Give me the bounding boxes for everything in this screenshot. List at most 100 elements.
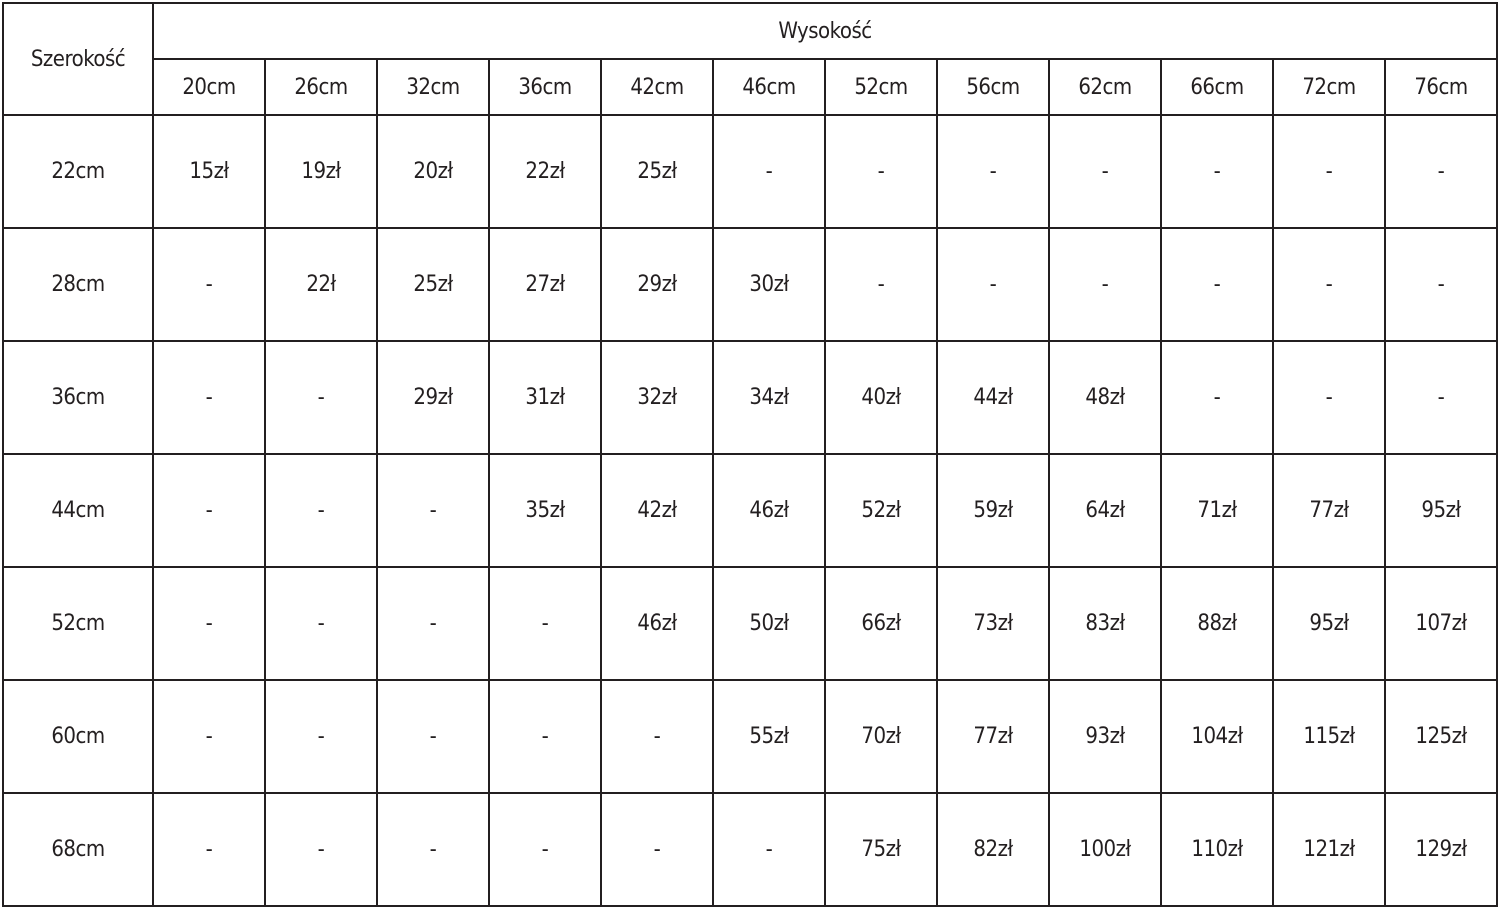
price-cell: 25zł [600,114,714,229]
column-header: 42cm [600,58,714,116]
price-cell: 107zł [1384,566,1498,681]
column-header: 72cm [1272,58,1386,116]
price-cell: 55zł [712,679,826,794]
column-header: 62cm [1048,58,1162,116]
price-cell: - [152,566,266,681]
price-cell: 104zł [1160,679,1274,794]
price-cell: - [712,792,826,907]
price-cell: - [1160,114,1274,229]
price-cell: 44zł [936,340,1050,455]
column-header: 36cm [488,58,602,116]
price-cell: 15zł [152,114,266,229]
price-cell: 64zł [1048,453,1162,568]
price-cell: 35zł [488,453,602,568]
price-cell: - [1160,227,1274,342]
price-cell: - [376,792,490,907]
price-cell: 29zł [376,340,490,455]
row-header: 22cm [2,114,154,229]
table-row: 22cm 15zł 19zł 20zł 22zł 25zł - - - - - - - [2,114,1498,229]
column-header: 66cm [1160,58,1274,116]
row-header-title: Szerokość [2,2,154,116]
price-cell: 32zł [600,340,714,455]
column-header: 56cm [936,58,1050,116]
price-cell: 75zł [824,792,938,907]
price-cell: - [376,679,490,794]
price-cell: 110zł [1160,792,1274,907]
price-cell: - [1272,114,1386,229]
price-cell: - [600,679,714,794]
price-cell: - [600,792,714,907]
price-cell: 34zł [712,340,826,455]
table-row: 60cm - - - - -55zł 70zł 77zł 93zł 104zł 115zł 125zł [2,679,1498,794]
price-cell: - [488,679,602,794]
price-cell: - [376,566,490,681]
table-row: 44cm - - -35zł 42zł 46zł 52zł 59zł 64zł 71zł 77zł 9… [2,453,1498,568]
table-row: 28cm -22ł 25zł 27zł 29zł 30zł - - - - - - [2,227,1498,342]
price-cell: 27zł [488,227,602,342]
price-cell: 125zł [1384,679,1498,794]
row-header: 52cm [2,566,154,681]
price-cell: - [1160,340,1274,455]
price-cell: 22ł [264,227,378,342]
price-cell: 46zł [712,453,826,568]
price-cell: - [936,114,1050,229]
price-cell: 66zł [824,566,938,681]
price-cell: 95zł [1272,566,1386,681]
price-cell: 82zł [936,792,1050,907]
row-header: 44cm [2,453,154,568]
price-cell: - [376,453,490,568]
price-cell: 20zł [376,114,490,229]
price-cell: - [712,114,826,229]
price-cell: 88zł [1160,566,1274,681]
price-cell: - [152,453,266,568]
price-cell: - [264,453,378,568]
price-cell: - [1384,114,1498,229]
price-cell: - [824,227,938,342]
column-header: 20cm [152,58,266,116]
price-cell: 93zł [1048,679,1162,794]
row-header: 68cm [2,792,154,907]
price-cell: 77zł [1272,453,1386,568]
header-row-columns: 20cm 26cm 32cm 36cm 42cm 46cm 52cm 56cm 62cm 66cm… [3,58,1498,116]
price-cell: 29zł [600,227,714,342]
price-cell: - [1272,340,1386,455]
price-cell: 70zł [824,679,938,794]
price-cell: - [824,114,938,229]
price-cell: - [1272,227,1386,342]
column-header: 26cm [264,58,378,116]
price-cell: 77zł [936,679,1050,794]
price-cell: 121zł [1272,792,1386,907]
price-cell: 129zł [1384,792,1498,907]
price-cell: - [488,566,602,681]
row-header: 36cm [2,340,154,455]
price-cell: - [152,340,266,455]
row-header: 28cm [2,227,154,342]
table-row: 52cm - - - -46zł 50zł 66zł 73zł 83zł 88zł 95zł 107z… [2,566,1498,681]
price-cell: 50zł [712,566,826,681]
price-cell: 25zł [376,227,490,342]
price-cell: 40zł [824,340,938,455]
price-cell: - [264,792,378,907]
price-cell: 73zł [936,566,1050,681]
price-cell: - [936,227,1050,342]
price-cell: 46zł [600,566,714,681]
price-cell: 19zł [264,114,378,229]
price-cell: - [152,679,266,794]
price-cell: 31zł [488,340,602,455]
price-cell: 22zł [488,114,602,229]
price-cell: 48zł [1048,340,1162,455]
column-header-title: Wysokość [152,2,1498,60]
price-cell: - [1048,114,1162,229]
price-cell: - [1048,227,1162,342]
column-header: 52cm [824,58,938,116]
table-row: 68cm - - - - - -75zł 82zł 100zł 110zł 121zł 129zł [2,792,1498,907]
table-row: 36cm - -29zł 31zł 32zł 34zł 40zł 44zł 48zł - - - [2,340,1498,455]
price-cell: - [264,679,378,794]
price-cell: 30zł [712,227,826,342]
price-cell: - [152,792,266,907]
price-cell: 52zł [824,453,938,568]
price-cell: 100zł [1048,792,1162,907]
price-cell: - [488,792,602,907]
price-cell: - [1384,227,1498,342]
